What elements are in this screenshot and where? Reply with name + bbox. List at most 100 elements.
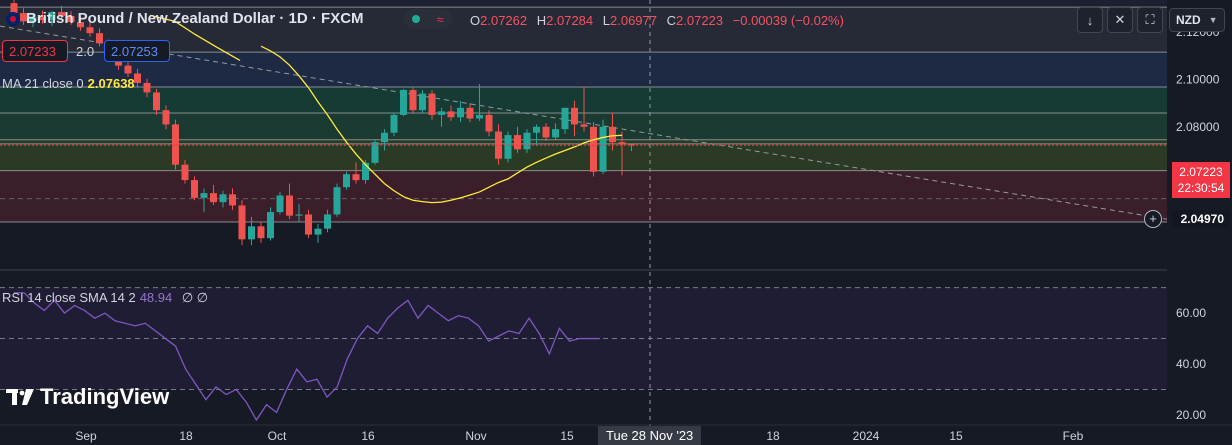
candle-body (485, 114, 493, 132)
trendline-price-tag: 2.04970 (1172, 210, 1230, 228)
candle-body (172, 124, 179, 165)
scroll-down-button[interactable]: ↓ (1077, 7, 1103, 33)
tradingview-logo[interactable]: TradingView (6, 384, 169, 410)
symbol-title-text: British Pound / New Zealand Dollar · 1D … (26, 10, 364, 27)
candle-body (257, 226, 265, 239)
rsi-tick: 60.00 (1176, 306, 1206, 320)
ma-label: MA 21 close 0 (2, 76, 84, 91)
candle-body (552, 129, 559, 138)
bar-countdown: 22:30:54 (1177, 181, 1225, 195)
market-status-pill[interactable]: ≈ (404, 9, 452, 29)
time-tick: Nov (465, 429, 486, 443)
high-value: 2.07284 (546, 13, 594, 28)
time-tick: Feb (1063, 429, 1084, 443)
low-label: L (602, 13, 610, 28)
candle-body (371, 142, 379, 163)
ma-line (260, 45, 623, 204)
candle-body (390, 114, 398, 133)
candle-body (314, 228, 322, 235)
zone-band (0, 7, 1167, 53)
candle-body (286, 195, 293, 216)
candle-body (362, 162, 369, 181)
buy-price: 2.07253 (111, 43, 158, 59)
candle-body (67, 15, 75, 23)
candle-body (438, 111, 445, 115)
rsi-tick: 20.00 (1176, 408, 1206, 422)
fullscreen-icon: ⛶ (1145, 12, 1155, 27)
candle-body (466, 107, 474, 119)
candle-body (561, 107, 569, 130)
ohlc-legend: O2.07262 H2.07284 L2.06977 C2.07223 −0.0… (470, 13, 850, 28)
open-value: 2.07262 (480, 13, 528, 28)
sell-button[interactable]: 2.07233 (2, 40, 68, 62)
candle-body (238, 205, 246, 240)
candle-body (409, 90, 417, 111)
trend-line (0, 25, 1168, 220)
ma-value: 2.07638 (87, 76, 135, 91)
candle-body (419, 93, 426, 111)
candle-body (609, 126, 616, 143)
fullscreen-button[interactable]: ⛶ (1137, 7, 1163, 33)
price-tick: 2.08000 (1176, 120, 1220, 134)
data-wave-icon: ≈ (436, 11, 444, 27)
candle-body (10, 3, 18, 14)
candle-body (219, 194, 227, 203)
candle-body (542, 126, 550, 138)
tradingview-logo-text: TradingView (40, 384, 170, 409)
candle-body (295, 214, 303, 216)
time-tick: 18 (766, 429, 780, 443)
candle-body (400, 90, 407, 115)
candle-body (162, 110, 170, 125)
ma-legend[interactable]: MA 21 close 0 2.07638 (2, 76, 135, 91)
candle-body (628, 144, 635, 146)
candle-body (599, 126, 607, 172)
rsi-line (14, 292, 600, 422)
buy-button[interactable]: 2.07253 (104, 40, 170, 62)
collapse-button[interactable]: ✕ (1107, 7, 1133, 33)
candle-body (143, 82, 151, 93)
symbol-title[interactable]: British Pound / New Zealand Dollar · 1D … (6, 10, 364, 27)
candle-body (39, 17, 46, 21)
candle-body (428, 93, 436, 115)
arrow-down-icon: ↓ (1086, 12, 1094, 28)
rsi-legend[interactable]: RSI 14 close SMA 14 2 48.94 ∅ ∅ (2, 290, 208, 306)
candle-body (20, 13, 27, 22)
spread-value: 2.0 (76, 43, 95, 59)
crosshair-date-label: Tue 28 Nov '23 (598, 426, 702, 445)
rsi-extra: ∅ ∅ (181, 290, 209, 305)
zone-band (0, 0, 1167, 8)
candle-body (533, 126, 540, 133)
candle-body (77, 22, 84, 28)
candle-body (305, 214, 312, 235)
candle-body (153, 92, 160, 111)
candle-body (580, 124, 588, 127)
add-alert-plus-icon[interactable]: + (1144, 210, 1162, 228)
candle-body (29, 17, 37, 22)
price-tick: 2.10000 (1176, 72, 1220, 86)
currency-label: NZD (1176, 13, 1201, 27)
candle-body (495, 131, 502, 159)
candle-body (248, 226, 255, 240)
currency-selector[interactable]: NZD ▼ (1169, 8, 1225, 32)
candle-body (447, 111, 455, 118)
market-open-icon (412, 15, 421, 23)
change-value: −0.00039 (−0.02%) (732, 13, 844, 28)
candle-body (476, 114, 483, 119)
close-value: 2.07223 (676, 13, 724, 28)
last-price-tag: 2.07223 22:30:54 (1172, 162, 1230, 198)
candle-body (124, 65, 132, 74)
candle-body (457, 107, 464, 118)
candle-body (590, 126, 597, 172)
candle-body (210, 193, 217, 203)
time-tick: 15 (560, 429, 574, 443)
candle-body (200, 193, 208, 198)
time-tick: 16 (361, 429, 375, 443)
candle-body (352, 174, 360, 181)
rsi-tick: 40.00 (1176, 357, 1206, 371)
open-label: O (470, 13, 481, 28)
candle-body (333, 187, 341, 215)
time-tick: Sep (75, 429, 97, 443)
candle-body (267, 212, 274, 239)
last-price-value: 2.07223 (1179, 165, 1223, 179)
